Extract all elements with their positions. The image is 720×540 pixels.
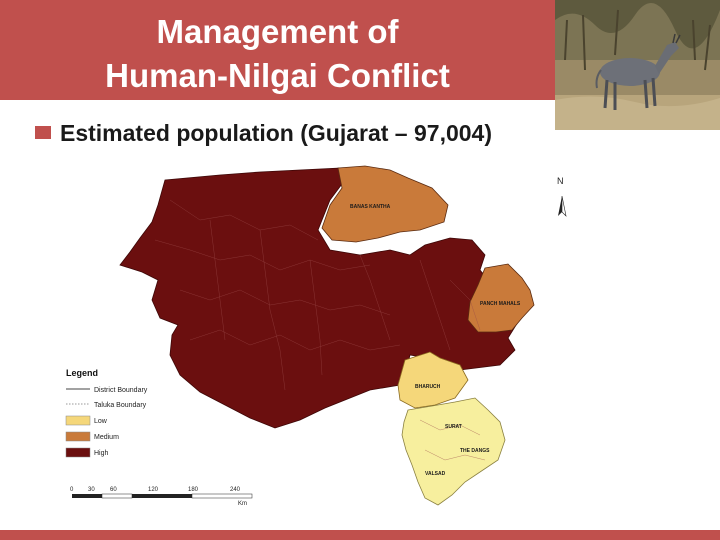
title-line-1: Management of xyxy=(156,13,399,50)
scale-tick-5: 240 xyxy=(230,487,241,493)
taluka-boundaries xyxy=(154,199,486,461)
label-dangs: THE DANGS xyxy=(460,448,490,454)
region-bharuch xyxy=(397,351,469,409)
bottom-accent-bar xyxy=(0,530,720,540)
title-bar: Management of Human-Nilgai Conflict xyxy=(0,0,555,100)
scale-tick-3: 120 xyxy=(148,487,159,493)
nilgai-photo xyxy=(555,0,720,130)
legend-item-district: District Boundary xyxy=(94,387,148,394)
nilgai-photo-image xyxy=(555,0,720,130)
gujarat-map-svg: BANAS KANTHA PANCH MAHALS BHARUCH SURAT … xyxy=(65,165,567,507)
scale-seg-2 xyxy=(101,493,133,499)
scale-tick-2: 60 xyxy=(110,487,117,493)
bullet-marker-icon xyxy=(35,126,51,139)
gujarat-map: BANAS KANTHA PANCH MAHALS BHARUCH SURAT … xyxy=(60,160,580,520)
region-panchmahals xyxy=(467,263,535,333)
scale-seg-4 xyxy=(191,493,253,499)
label-bharuch: BHARUCH xyxy=(415,384,441,390)
scale-seg-3 xyxy=(132,494,192,498)
legend-title: Legend xyxy=(66,368,98,378)
label-surat: SURAT xyxy=(445,424,462,430)
legend-medium-swatch xyxy=(65,431,91,442)
label-panchmahals: PANCH MAHALS xyxy=(480,301,521,307)
region-south xyxy=(401,397,506,506)
scale-unit: Km xyxy=(238,501,247,507)
label-valsad: VALSAD xyxy=(425,471,446,477)
title-line-2: Human-Nilgai Conflict xyxy=(105,57,450,94)
bullet-text: Estimated population (Gujarat – 97,004) xyxy=(60,120,492,146)
legend-low-swatch xyxy=(65,415,91,426)
scale-bar: 0 30 60 120 180 240 Km xyxy=(70,487,253,507)
scale-tick-4: 180 xyxy=(188,487,199,493)
north-label: N xyxy=(557,176,564,186)
map-legend: Legend District Boundary Taluka Boundary… xyxy=(65,368,148,458)
scale-seg-1 xyxy=(72,494,102,498)
legend-item-high: High xyxy=(94,450,109,457)
legend-item-medium: Medium xyxy=(94,434,119,441)
scale-tick-0: 0 xyxy=(70,487,74,493)
scale-tick-1: 30 xyxy=(88,487,95,493)
north-arrow-icon: N xyxy=(557,176,567,217)
legend-item-low: Low xyxy=(94,418,108,425)
legend-item-taluka: Taluka Boundary xyxy=(94,402,147,409)
label-banaskantha: BANAS KANTHA xyxy=(350,204,391,210)
region-banaskantha xyxy=(321,165,449,243)
legend-high-swatch xyxy=(65,447,91,458)
